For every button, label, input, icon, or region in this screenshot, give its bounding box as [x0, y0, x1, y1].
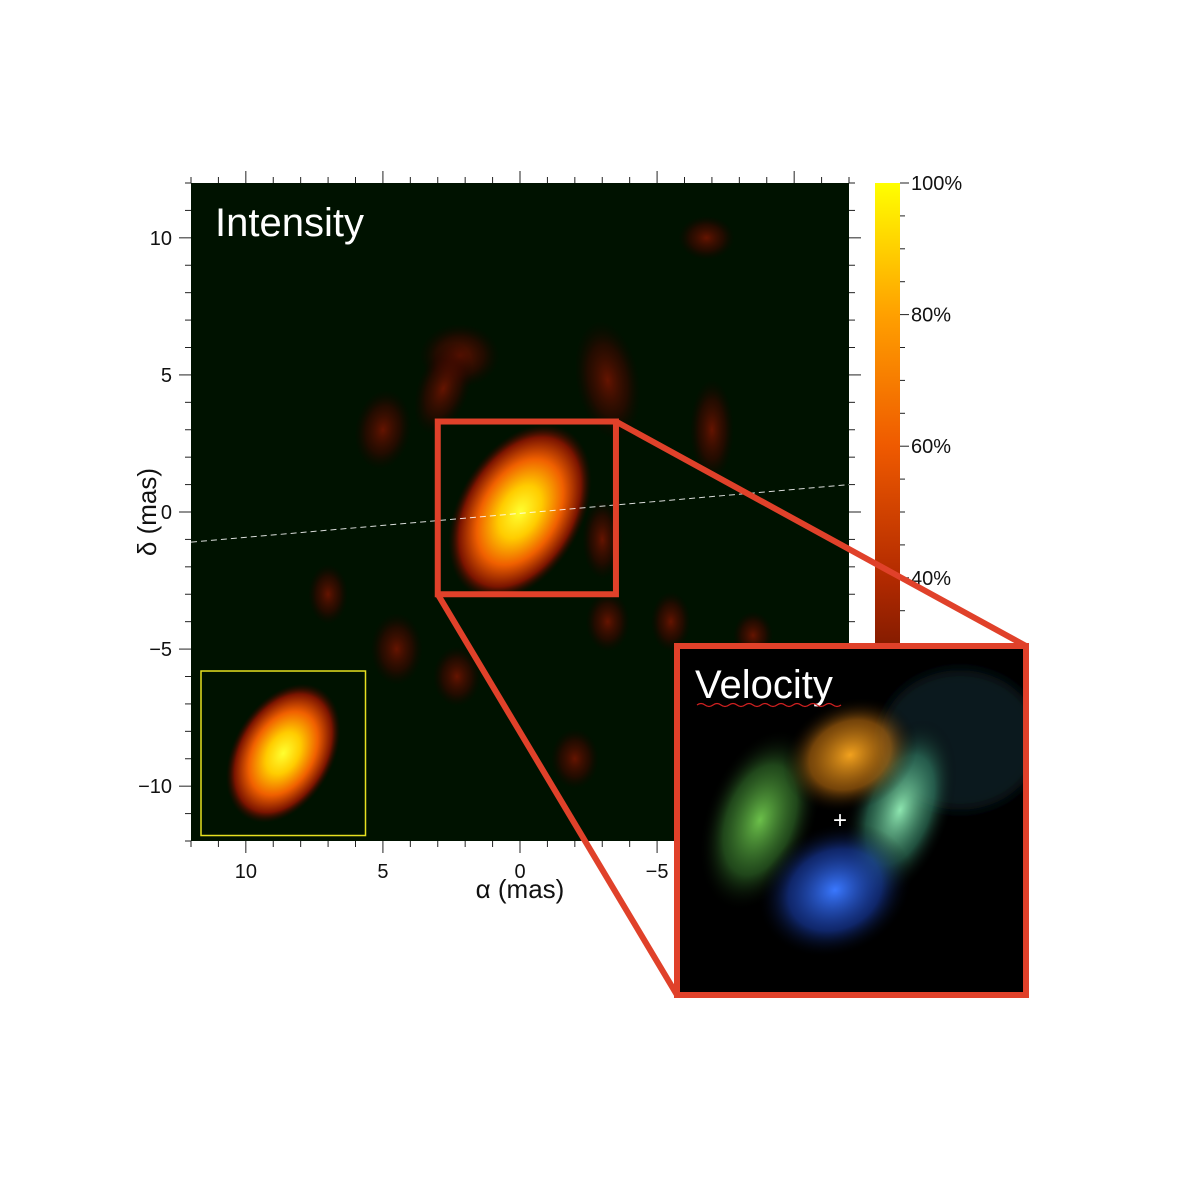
- sidelobe-features: [308, 215, 774, 789]
- sidelobe-blob: [582, 499, 623, 580]
- spellcheck-underline: [696, 702, 842, 708]
- sidelobe-blob: [413, 342, 473, 435]
- sidelobe-blob: [354, 390, 412, 470]
- sidelobe-blob: [432, 646, 481, 707]
- velocity-receding: [782, 697, 918, 813]
- central-source: [448, 424, 592, 600]
- x-tick-label: 5: [377, 861, 388, 883]
- sidelobe-blob: [574, 321, 641, 440]
- x-tick-label: −5: [646, 861, 669, 883]
- minor-ticks: [179, 171, 861, 853]
- y-axis-label: δ (mas): [132, 468, 162, 556]
- connector-bottom: [435, 592, 680, 997]
- x-axis-label: α (mas): [476, 874, 565, 904]
- x-tick-label: 0: [514, 861, 525, 883]
- sidelobe-blob: [308, 564, 349, 625]
- velocity-map: [698, 670, 1026, 958]
- y-tick-label: 0: [161, 502, 172, 524]
- velocity-approaching: [757, 822, 913, 958]
- sidelobe-blob: [550, 728, 599, 789]
- y-tick-label: 5: [161, 365, 172, 387]
- sidelobe-blob: [650, 591, 691, 652]
- velocity-center-marker: +: [833, 807, 847, 834]
- central-source-ellipse: [448, 424, 592, 600]
- sidelobe-blob: [585, 591, 630, 652]
- colorbar-label: 100%: [911, 173, 962, 195]
- y-tick-label: 10: [150, 228, 172, 250]
- sidelobe-blob: [370, 613, 423, 686]
- intensity-title: Intensity: [215, 201, 364, 245]
- colorbar-label: 40%: [911, 568, 951, 590]
- colorbar-ticks: 100% 80% 60% 40%: [900, 173, 962, 842]
- x-tick-label: 10: [235, 861, 257, 883]
- beam-ellipse: [225, 683, 341, 823]
- zoom-box: [434, 418, 619, 598]
- velocity-frame: [674, 643, 1029, 998]
- y-tick-label: −5: [149, 639, 172, 661]
- sidelobe-blob: [678, 215, 735, 260]
- cut-line: [190, 484, 850, 543]
- x-tick-labels: 10 5 0 −5: [235, 861, 669, 883]
- colorbar-label: 80%: [911, 305, 951, 327]
- colorbar-label: 60%: [911, 436, 951, 458]
- beam-inset: [200, 670, 367, 837]
- y-tick-labels: 10 5 0 −5 −10: [138, 228, 172, 798]
- velocity-title: Velocity: [695, 663, 833, 707]
- velocity-panel: + Velocity: [674, 643, 1029, 998]
- intensity-map: Intensity: [190, 183, 850, 841]
- connector-top: [614, 418, 1028, 649]
- sidelobe-blob: [689, 379, 734, 480]
- y-tick-label: −10: [138, 776, 172, 798]
- axes: 10 5 0 −5 10 5 0 −5 −10 α (mas) δ (mas): [132, 171, 861, 904]
- zoom-connectors: [435, 418, 1028, 997]
